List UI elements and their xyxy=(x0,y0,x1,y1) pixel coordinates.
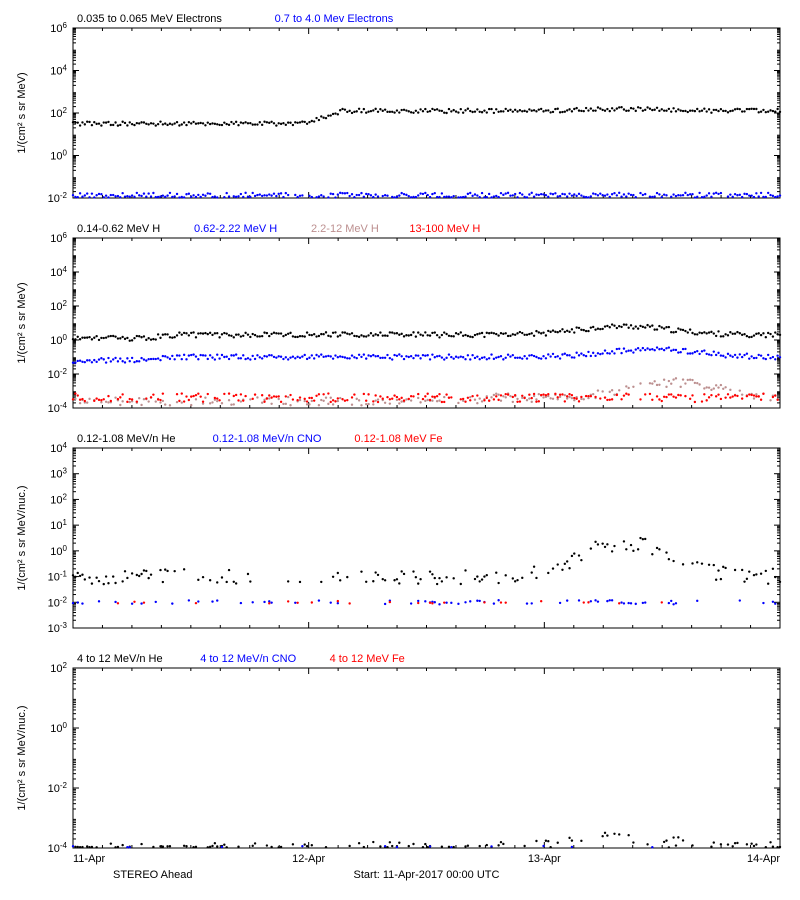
svg-text:1/(cm² s sr MeV): 1/(cm² s sr MeV) xyxy=(16,282,28,363)
svg-text:0.14-0.62 MeV H: 0.14-0.62 MeV H xyxy=(77,223,160,235)
svg-text:4 to 12 MeV/n He: 4 to 12 MeV/n He xyxy=(77,653,163,665)
svg-text:4 to 12 MeV Fe: 4 to 12 MeV Fe xyxy=(330,653,405,665)
svg-text:0.12-1.08 MeV/n He: 0.12-1.08 MeV/n He xyxy=(77,433,175,445)
svg-text:1/(cm² s sr MeV/nuc.): 1/(cm² s sr MeV/nuc.) xyxy=(16,705,28,810)
stereo-flux-chart: 10-21001021041061/(cm² s sr MeV)0.035 to… xyxy=(0,0,800,900)
svg-text:1/(cm² s sr MeV): 1/(cm² s sr MeV) xyxy=(16,72,28,153)
svg-text:0.12-1.08 MeV/n CNO: 0.12-1.08 MeV/n CNO xyxy=(213,433,322,445)
svg-text:1/(cm² s sr MeV/nuc.): 1/(cm² s sr MeV/nuc.) xyxy=(16,485,28,590)
svg-text:0.7 to 4.0 Mev Electrons: 0.7 to 4.0 Mev Electrons xyxy=(275,13,394,25)
svg-text:Start: 11-Apr-2017 00:00 UTC: Start: 11-Apr-2017 00:00 UTC xyxy=(354,869,500,881)
svg-text:0.12-1.08 MeV Fe: 0.12-1.08 MeV Fe xyxy=(354,433,442,445)
svg-text:0.62-2.22 MeV H: 0.62-2.22 MeV H xyxy=(194,223,277,235)
svg-text:14-Apr: 14-Apr xyxy=(747,853,780,865)
svg-text:12-Apr: 12-Apr xyxy=(292,853,325,865)
svg-text:13-Apr: 13-Apr xyxy=(528,853,561,865)
svg-text:STEREO Ahead: STEREO Ahead xyxy=(113,869,193,881)
svg-text:0.035 to 0.065 MeV Electrons: 0.035 to 0.065 MeV Electrons xyxy=(77,13,222,25)
svg-text:11-Apr: 11-Apr xyxy=(73,853,106,865)
svg-text:2.2-12 MeV H: 2.2-12 MeV H xyxy=(311,223,379,235)
svg-text:13-100 MeV H: 13-100 MeV H xyxy=(409,223,480,235)
svg-text:4 to 12 MeV/n CNO: 4 to 12 MeV/n CNO xyxy=(200,653,296,665)
